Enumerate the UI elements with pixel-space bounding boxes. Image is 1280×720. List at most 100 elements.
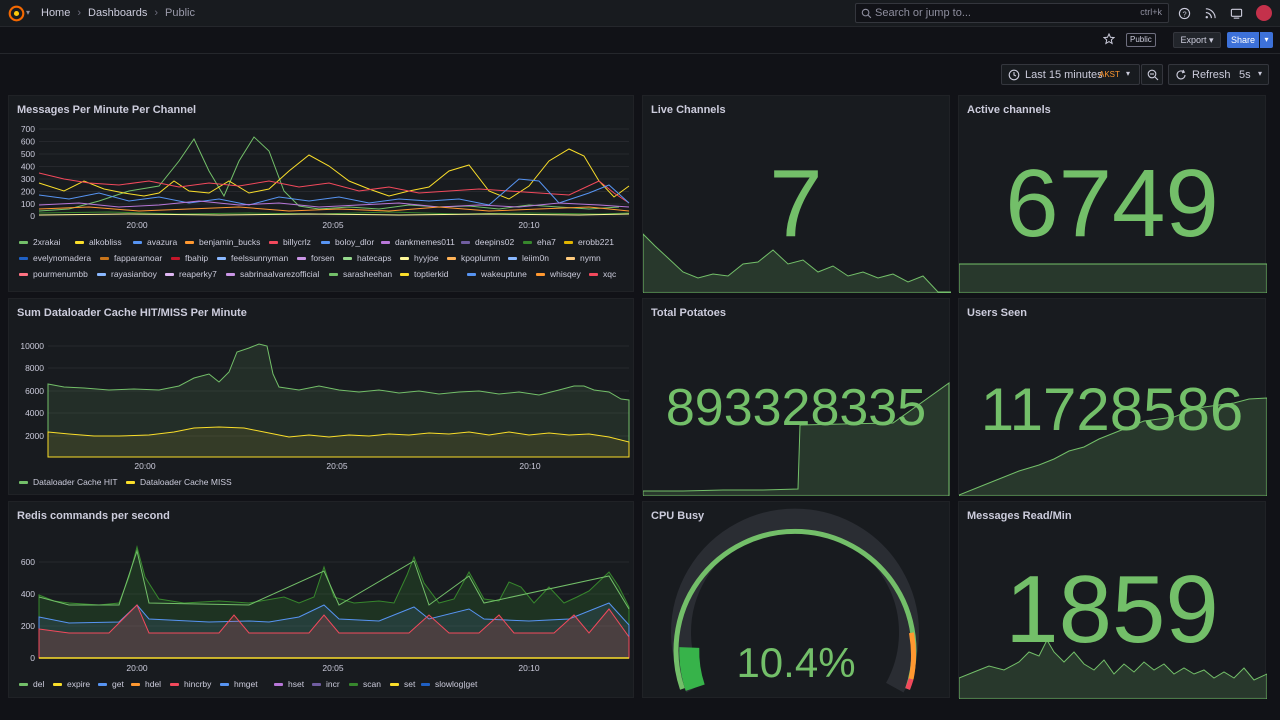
legend-label: billycrlz	[283, 237, 311, 247]
legend-item[interactable]: avazura	[133, 237, 177, 247]
legend-swatch	[508, 257, 517, 261]
legend-item[interactable]: benjamin_bucks	[185, 237, 260, 247]
panel-messages-per-minute[interactable]: Messages Per Minute Per Channel 700 600 …	[8, 95, 634, 292]
legend-item[interactable]: hset	[274, 679, 304, 689]
legend-item[interactable]: get	[98, 679, 124, 689]
breadcrumb-home[interactable]: Home	[41, 7, 71, 19]
panel-title: Total Potatoes	[651, 307, 726, 319]
panel-cache-hit-miss[interactable]: Sum Dataloader Cache HIT/MISS Per Minute…	[8, 298, 634, 495]
legend-item[interactable]: hmget	[220, 679, 258, 689]
legend-item[interactable]: wakeuptune	[467, 269, 527, 279]
star-icon[interactable]	[1103, 33, 1115, 45]
legend-item[interactable]: incr	[312, 679, 340, 689]
legend-item[interactable]: 2xrakai	[19, 237, 60, 247]
chevron-down-icon[interactable]: ▾	[26, 8, 31, 17]
legend-item[interactable]: pourmenumbb	[19, 269, 88, 279]
user-avatar[interactable]	[1256, 5, 1272, 21]
series-lines	[38, 136, 630, 216]
legend-item[interactable]: billycrlz	[269, 237, 311, 247]
chevron-down-icon: ▾	[1126, 69, 1131, 78]
panel-title: Sum Dataloader Cache HIT/MISS Per Minute	[17, 307, 247, 319]
legend-item[interactable]: fapparamoar	[100, 253, 162, 263]
export-button[interactable]: Export ▾	[1173, 32, 1221, 48]
gauge-threshold-orange	[908, 632, 917, 680]
help-icon[interactable]: ?	[1178, 7, 1191, 20]
legend-item[interactable]: sarasheehan	[329, 269, 392, 279]
share-button[interactable]: Share	[1227, 32, 1259, 48]
legend-item[interactable]: slowlog|get	[421, 679, 477, 689]
legend-item[interactable]: evelynomadera	[19, 253, 91, 263]
panel-messages-read[interactable]: Messages Read/Min 1859	[958, 501, 1267, 699]
panel-title: Messages Per Minute Per Channel	[17, 104, 197, 116]
legend-item[interactable]: forsen	[297, 253, 335, 263]
y-tick: 300	[21, 174, 35, 184]
legend-item[interactable]: expire	[53, 679, 90, 689]
legend-item[interactable]: eha7	[523, 237, 556, 247]
legend-label: fbahip	[185, 253, 209, 263]
series-line-benjamin-bucks	[38, 206, 630, 212]
legend-swatch	[131, 683, 140, 687]
legend-item[interactable]: xqc	[589, 269, 616, 279]
panel-redis-commands[interactable]: Redis commands per second 600 400 200 0 …	[8, 501, 634, 698]
legend-swatch	[329, 273, 338, 277]
grid-lines	[39, 128, 629, 217]
legend-item[interactable]: toptierkid	[400, 269, 449, 279]
legend-item[interactable]: boloy_dlor	[321, 237, 374, 247]
legend-label: reaperky7	[179, 269, 217, 279]
y-tick: 2000	[25, 431, 44, 441]
rss-icon[interactable]	[1204, 7, 1217, 20]
legend-swatch	[447, 257, 456, 261]
legend-label: alkobliss	[89, 237, 122, 247]
breadcrumb-dashboards[interactable]: Dashboards	[88, 7, 148, 19]
legend-item[interactable]: alkobliss	[75, 237, 122, 247]
legend-item[interactable]: nymn	[566, 253, 601, 263]
grafana-logo-icon[interactable]	[8, 5, 25, 22]
legend-item[interactable]: dankmemes011	[381, 237, 455, 247]
series-line-2xrakai	[38, 136, 620, 212]
panel-active-channels[interactable]: Active channels 6749	[958, 95, 1267, 293]
x-axis: 20:00 20:05 20:10	[134, 461, 541, 471]
panel-total-potatoes[interactable]: Total Potatoes 893328335	[642, 298, 950, 496]
panel-title: CPU Busy	[651, 510, 705, 522]
legend-swatch	[19, 273, 28, 277]
y-tick: 600	[21, 137, 35, 147]
legend-swatch	[421, 683, 430, 687]
refresh-button[interactable]: Refresh 5s ▾	[1168, 64, 1269, 85]
legend-item[interactable]: kpoplumm	[447, 253, 500, 263]
legend-item[interactable]: reaperky7	[165, 269, 217, 279]
zoom-out-button[interactable]	[1141, 64, 1163, 85]
legend-item[interactable]: scan	[349, 679, 381, 689]
legend-item[interactable]: hdel	[131, 679, 161, 689]
legend-item[interactable]: erobb221	[564, 237, 614, 247]
legend-item[interactable]: set	[390, 679, 415, 689]
gauge-threshold-band	[673, 528, 917, 690]
refresh-interval[interactable]: 5s	[1239, 69, 1251, 81]
legend-item[interactable]: sabrinaalvarezofficial	[226, 269, 319, 279]
panel-title: Messages Read/Min	[967, 510, 1072, 522]
legend-item[interactable]: whisqey	[536, 269, 581, 279]
legend-swatch	[381, 241, 390, 245]
legend-item[interactable]: Dataloader Cache HIT	[19, 477, 118, 487]
legend-item[interactable]: rayasianboy	[97, 269, 157, 279]
search-input[interactable]: Search or jump to... ctrl+k	[855, 3, 1169, 23]
panel-live-channels[interactable]: Live Channels 7	[642, 95, 951, 293]
legend-item[interactable]: hincrby	[170, 679, 211, 689]
legend-item[interactable]: fbahip	[171, 253, 208, 263]
legend-item[interactable]: hyyjoe	[400, 253, 439, 263]
legend-label: deepins02	[475, 237, 515, 247]
legend-item[interactable]: deepins02	[461, 237, 514, 247]
legend-item[interactable]: hatecaps	[343, 253, 392, 263]
time-range-picker[interactable]: Last 15 minutes AKST ▾	[1001, 64, 1140, 85]
legend-item[interactable]: leiim0n	[508, 253, 549, 263]
legend-label: toptierkid	[414, 269, 449, 279]
legend-item[interactable]: Dataloader Cache MISS	[126, 477, 232, 487]
panel-cpu-busy[interactable]: CPU Busy 10.4%	[642, 501, 950, 698]
share-menu-chevron-icon[interactable]: ▾	[1260, 32, 1273, 48]
tv-icon[interactable]	[1230, 7, 1243, 20]
panel-users-seen[interactable]: Users Seen 11728586	[958, 298, 1267, 496]
legend-item[interactable]: del	[19, 679, 44, 689]
legend-swatch	[274, 683, 283, 687]
x-tick: 20:05	[322, 663, 344, 673]
legend-item[interactable]: feelssunnyman	[217, 253, 288, 263]
y-tick: 0	[30, 653, 35, 663]
